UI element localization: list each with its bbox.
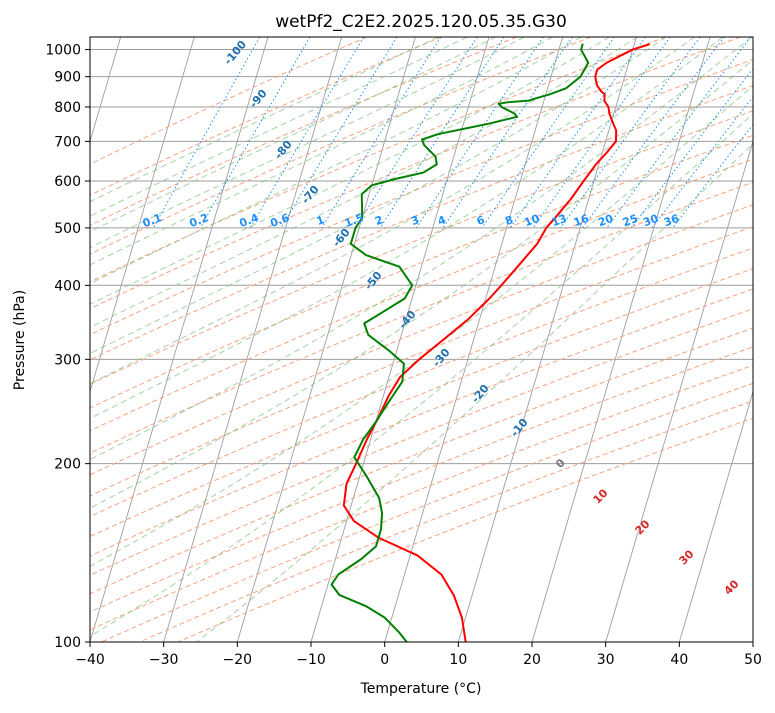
mixing-ratio-label: 0.6 (268, 211, 291, 230)
y-tick-label: 100 (54, 635, 81, 651)
y-tick-label: 900 (54, 70, 81, 86)
x-tick-label: 0 (380, 652, 389, 668)
isotherm-line (236, 37, 416, 642)
mixing-ratio-line (509, 37, 646, 229)
sounding-series-1 (342, 43, 650, 642)
label-layer: 0.1 0.2 0.4 0.6 1 1.5 2 3 4 6 8 10 13 16 20 25 30 36-100-… (141, 38, 742, 598)
y-tick-label: 600 (54, 174, 81, 190)
dry-adiabat-line (90, 346, 753, 613)
moist-adiabat-line (90, 37, 582, 285)
mixing-ratio-line (249, 37, 365, 229)
isotherm-line (678, 390, 753, 642)
dry-adiabat-line (90, 327, 753, 595)
mixing-ratio-label: 1 (315, 213, 327, 228)
y-tick-label: 300 (54, 352, 81, 368)
y-tick-label: 1000 (45, 43, 81, 59)
mixing-ratio-line (354, 37, 478, 229)
isotherm-line (457, 37, 637, 642)
dry-adiabat-line (90, 37, 517, 226)
sounding-series-2 (330, 43, 590, 642)
moist-adiabat-line (90, 113, 753, 637)
isotherm-line (605, 139, 753, 642)
y-tick-label: 700 (54, 134, 81, 150)
dry-adiabat-line (90, 308, 753, 576)
axis-layer: −40 −30 −20 −10 0 10 20 30 40 5010020030040050060… (45, 43, 762, 668)
x-tick-label: −10 (296, 652, 326, 668)
isotherm-line (90, 37, 122, 143)
x-tick-label: 40 (670, 652, 688, 668)
mixing-ratio-line (560, 37, 701, 229)
mixing-ratio-label: 30 (641, 212, 660, 230)
adiabat-layer (90, 37, 753, 642)
moist-adiabat-line (196, 143, 753, 642)
mixing-ratio-label: 8 (503, 213, 515, 228)
series-layer (330, 43, 650, 642)
mixing-ratio-line (152, 37, 261, 229)
mixing-ratio-label: 36 (662, 212, 681, 230)
dry-adiabat-line (90, 37, 741, 310)
x-tick-label: −30 (149, 652, 179, 668)
chart-title: wetPf2_C2E2.2025.120.05.35.G30 (275, 12, 567, 32)
mixing-ratio-line (532, 37, 671, 229)
y-tick-label: 200 (54, 457, 81, 473)
moist-adiabat-line (90, 37, 468, 217)
mixing-ratio-label: 25 (621, 212, 640, 229)
dry-adiabat-line (90, 37, 368, 165)
moist-adiabat-line (90, 37, 496, 233)
x-axis-label: Temperature (°C) (360, 681, 482, 697)
x-tick-label: 50 (744, 652, 762, 668)
mixing-ratio-label: 13 (550, 212, 569, 229)
y-tick-label: 500 (54, 221, 81, 237)
dry-adiabat-line (90, 247, 753, 518)
plot-frame (89, 36, 754, 643)
mixing-ratio-line (481, 37, 615, 229)
dry-adiabat-line (90, 37, 592, 255)
mixing-ratio-label: 2 (373, 213, 385, 228)
mixing-ratio-line (321, 37, 442, 229)
dry-adiabat-line (90, 204, 753, 476)
mixing-ratio-label: 6 (475, 213, 487, 228)
mixing-ratio-label: 4 (436, 213, 448, 228)
mixing-ratio-label: 16 (572, 212, 591, 230)
moist-adiabat-line (90, 37, 724, 420)
dry-adiabat-line (90, 110, 753, 385)
y-axis-label: Pressure (hPa) (12, 290, 28, 390)
mixing-ratio-label: 3 (409, 213, 421, 228)
x-tick-label: 10 (449, 652, 467, 668)
mixing-ratio-label: 0.2 (188, 211, 211, 230)
mixing-ratio-line (280, 37, 398, 229)
moist-adiabat-line (90, 37, 553, 266)
y-tick-label: 800 (54, 100, 81, 116)
isotherm-line (531, 37, 711, 642)
isotherm-line (163, 37, 343, 642)
mixing-ratio-label: 10 (522, 212, 541, 230)
isotherm-line (90, 37, 269, 642)
mixing-ratio-line (199, 37, 311, 229)
dry-adiabat-line (177, 417, 753, 642)
mixing-ratio-label: 0.1 (141, 211, 164, 230)
isotherm-line (384, 37, 564, 642)
mixing-ratio-label: 0.4 (238, 211, 261, 230)
mixing-ratio-line (442, 37, 573, 229)
dry-adiabat-line (90, 158, 753, 432)
mixing-ratio-line (606, 37, 752, 229)
moist-adiabat-line (90, 37, 752, 461)
mixing-ratio-label: 1.5 (343, 211, 366, 230)
dry-adiabat-line (90, 37, 442, 196)
mixing-ratio-label: 20 (596, 212, 615, 230)
x-tick-label: −20 (223, 652, 253, 668)
dry-adiabat-line (90, 288, 753, 557)
x-tick-label: 20 (523, 652, 541, 668)
y-tick-label: 400 (54, 278, 81, 294)
x-tick-label: −40 (75, 652, 105, 668)
isotherm-line (90, 37, 195, 394)
x-tick-label: 30 (597, 652, 615, 668)
